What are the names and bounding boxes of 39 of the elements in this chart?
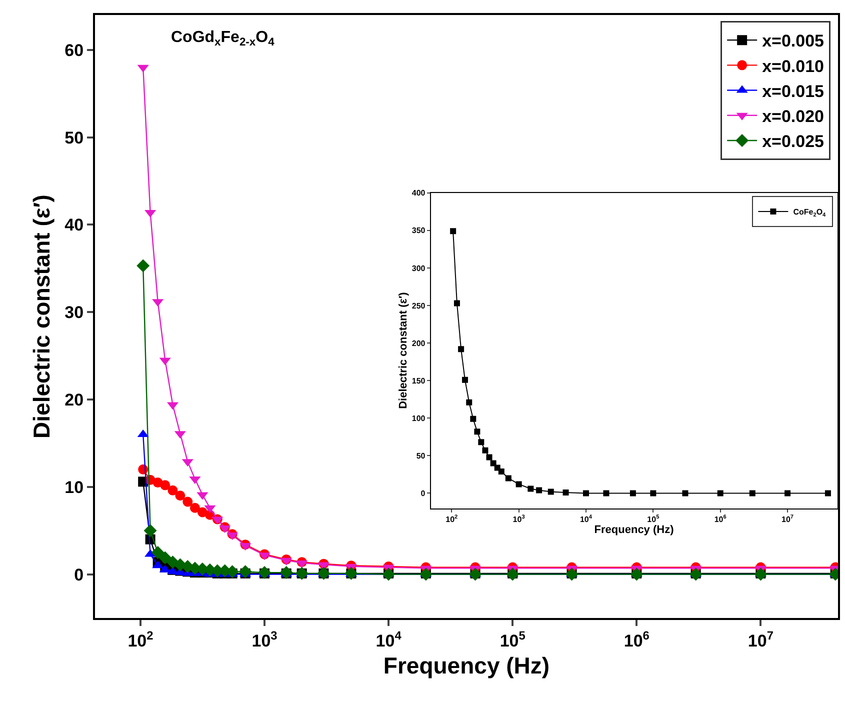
y-tick-label: 0 [74,565,84,584]
x-tick-label: 10$^{2}$ [128,628,154,650]
x-axis-title: Frequency (Hz) [383,652,550,678]
y-tick-label: 50 [416,451,426,460]
y-tick-label: 40 [64,216,84,235]
y-tick-label: 200 [412,338,426,348]
legend-label: CoFe$_{2}$O$_{4}$ [793,208,827,218]
y-tick-label: 350 [412,226,426,236]
y-tick-label: 0 [420,489,426,498]
x-tick-label: 10$^{7}$ [782,514,794,524]
y-tick-label: 100 [412,414,426,423]
y-tick-label: 150 [412,376,426,386]
x-tick-label: 10$^{5}$ [647,514,660,524]
y-tick-label: 30 [64,303,84,322]
y-tick-label: 400 [412,188,426,198]
y-tick-label: 10 [64,478,84,497]
x-tick-label: 10$^{7}$ [748,628,774,650]
y-tick-label: 20 [64,390,84,410]
legend-label: x=0.025 [762,132,824,152]
legend-label: x=0.010 [762,56,824,76]
x-tick-label: 10$^{4}$ [580,514,593,524]
x-tick-label: 10$^{6}$ [624,628,650,650]
legend-label: x=0.005 [762,32,824,51]
y-axis-title: Dielectric constant (ε′) [28,194,55,438]
y-tick-label: 300 [412,264,426,273]
x-tick-label: 10$^{3}$ [252,628,278,650]
x-tick-label: 10$^{2}$ [446,514,458,524]
x-tick-label: 10$^{3}$ [512,514,525,524]
x-tick-label: 10$^{6}$ [714,514,726,524]
legend-label: x=0.020 [762,107,824,126]
y-tick-label: 60 [64,40,84,60]
x-axis-title: Frequency (Hz) [594,524,674,536]
y-axis-title: Dielectric constant (ε′) [398,292,410,409]
y-tick-label: 250 [412,301,426,310]
y-tick-label: 50 [64,128,84,148]
legend-label: x=0.015 [762,82,824,101]
annotation: CoGd$_{x}$Fe$_{2-x}$O$_{4}$ [171,29,276,48]
x-tick-label: 10$^{4}$ [376,628,402,650]
x-tick-label: 10$^{5}$ [500,628,526,650]
